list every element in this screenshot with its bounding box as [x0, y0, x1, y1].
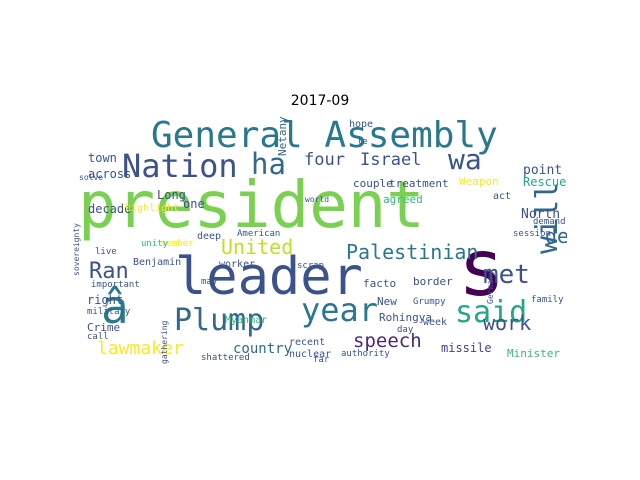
word: week — [423, 317, 448, 328]
word: couple — [353, 177, 393, 190]
word: treatment — [389, 177, 449, 190]
word: highlight — [125, 203, 180, 214]
word: Plump — [174, 303, 265, 338]
word: session — [513, 229, 551, 239]
word: far — [313, 355, 330, 365]
word: sovereignty — [73, 223, 81, 276]
word: nuclear — [289, 349, 332, 360]
word: Long — [157, 188, 186, 202]
word: live — [95, 247, 117, 257]
word: Palestinian — [346, 240, 479, 264]
word: member — [161, 239, 194, 249]
word: year — [301, 291, 379, 329]
word: s — [458, 224, 505, 314]
word: Benjamin — [133, 257, 182, 268]
word: leader — [175, 247, 363, 307]
word: act — [493, 191, 512, 202]
word: may — [201, 277, 218, 287]
word: important — [91, 280, 140, 290]
word: Myanmar — [225, 315, 268, 326]
word: met — [483, 260, 530, 290]
word: call — [87, 332, 109, 342]
word: work — [483, 311, 532, 335]
word-cloud: president leader s General Assembly Nati… — [73, 116, 567, 366]
word: worker — [219, 259, 256, 270]
word: authority — [341, 349, 390, 359]
word: shattered — [201, 353, 250, 363]
word: le — [357, 137, 368, 147]
word: Weapon — [459, 175, 499, 188]
word: lawmaker — [97, 338, 184, 359]
word: day — [397, 325, 414, 335]
word: solve — [79, 173, 104, 182]
word: Rescue — [523, 175, 567, 189]
word: Nation — [122, 147, 238, 185]
word: â — [101, 280, 129, 334]
word: American — [237, 229, 281, 239]
word: family — [531, 295, 564, 305]
word: Netanyahu — [276, 116, 289, 156]
word: Rohingya — [379, 311, 432, 324]
word: across — [88, 167, 132, 181]
word: recent — [289, 337, 326, 348]
word: decade — [88, 202, 132, 216]
word: deep — [197, 231, 222, 242]
word: speech — [353, 330, 422, 352]
word: border — [413, 275, 453, 288]
word: four — [304, 150, 345, 170]
word: demand — [533, 217, 566, 227]
word: said — [455, 295, 528, 330]
word: North — [521, 207, 561, 222]
word: Israel — [360, 150, 422, 170]
word: hope — [349, 119, 374, 130]
word: General Assembly — [151, 116, 498, 156]
word: missile — [441, 341, 492, 355]
word: Minister — [507, 347, 560, 360]
word: one — [183, 197, 205, 211]
word: gathering — [160, 320, 169, 364]
word: right — [87, 293, 124, 307]
word: president — [78, 169, 425, 243]
word: New — [377, 295, 397, 308]
word: unity — [141, 239, 169, 249]
word: agreed — [383, 193, 423, 206]
word: ha — [251, 147, 286, 181]
word: world — [305, 195, 330, 204]
word: Grumpy — [413, 297, 446, 307]
word: Ran — [89, 259, 129, 284]
word: Germany — [486, 270, 495, 304]
chart-title: 2017-09 — [290, 93, 350, 109]
word: facto — [363, 277, 397, 290]
word: wa — [448, 143, 482, 176]
word: United — [221, 235, 294, 259]
word: town — [88, 151, 117, 165]
word: military — [87, 307, 131, 317]
word: de — [545, 224, 567, 248]
word: country — [233, 341, 293, 357]
word: scrap — [297, 261, 325, 271]
word: point — [523, 163, 563, 178]
word: Crime — [87, 321, 121, 334]
